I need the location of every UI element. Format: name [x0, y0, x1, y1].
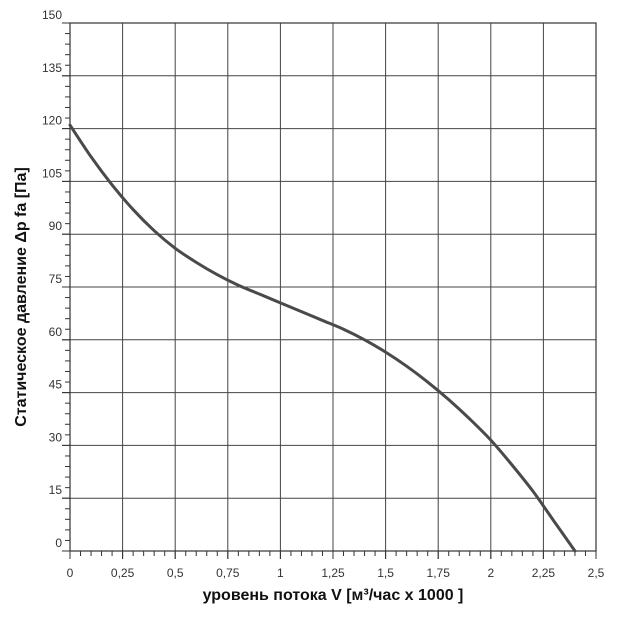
x-tick-label: 1 [277, 566, 284, 580]
y-tick-label: 0 [55, 536, 62, 550]
y-tick-label: 90 [49, 219, 63, 233]
x-tick-label: 2,5 [588, 566, 605, 580]
y-tick-label: 105 [42, 166, 62, 180]
y-tick-label: 30 [49, 430, 63, 444]
minor-ticks [62, 22, 597, 559]
y-axis-label: Статическое давление Δp fa [Па] [13, 167, 30, 427]
chart-series [68, 123, 577, 553]
y-tick-label: 15 [49, 483, 63, 497]
x-tick-label: 2,25 [532, 566, 556, 580]
x-tick-label: 1,25 [321, 566, 345, 580]
x-tick-label: 2 [487, 566, 494, 580]
x-tick-label: 1,5 [377, 566, 394, 580]
x-axis-label: уровень потока V [м³/час x 1000 ] [203, 587, 464, 604]
plot-frame [69, 22, 597, 552]
y-tick-label: 60 [49, 325, 63, 339]
x-tick-label: 1,75 [427, 566, 451, 580]
y-tick-label: 150 [42, 8, 62, 22]
x-tick-label: 0,75 [216, 566, 240, 580]
x-tick-labels: 0 0,25 0,5 0,75 1 1,25 1,5 1,75 2 2,25 2,5 [67, 566, 605, 580]
y-tick-label: 135 [42, 61, 62, 75]
y-tick-label: 45 [49, 378, 63, 392]
y-tick-label: 120 [42, 114, 62, 128]
y-tick-labels: 0 15 30 45 60 75 90 105 120 135 150 [42, 8, 62, 550]
x-tick-label: 0,25 [111, 566, 135, 580]
series-line [68, 123, 577, 553]
x-tick-label: 0 [67, 566, 74, 580]
x-tick-label: 0,5 [167, 566, 184, 580]
y-tick-label: 75 [49, 272, 63, 286]
